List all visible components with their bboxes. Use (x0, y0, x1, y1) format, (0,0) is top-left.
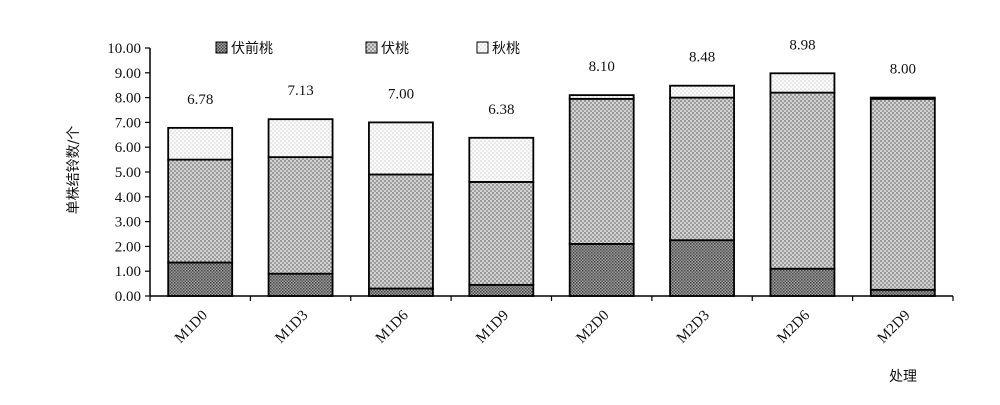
x-axis-title: 处理 (889, 369, 917, 385)
total-label: 7.13 (287, 83, 313, 99)
legend: 伏前桃 伏桃 秋桃 (215, 40, 520, 57)
bar-segment-summer (669, 96, 735, 242)
bar-segment-early (267, 272, 334, 297)
y-tick-label: 10.00 (107, 41, 141, 57)
bar-segment-early (368, 287, 434, 297)
y-tick-label: 0.00 (115, 289, 141, 305)
category-label: M1D6 (373, 307, 412, 346)
y-tick-label: 5.00 (115, 165, 141, 181)
legend-entry-series-1: 伏桃 (365, 41, 409, 57)
category-label: M2D6 (774, 307, 813, 346)
legend-label-series-2: 秋桃 (492, 41, 520, 57)
total-label: 8.98 (789, 37, 815, 53)
bar-segment-early (669, 239, 735, 297)
y-tick-label: 8.00 (115, 91, 141, 107)
bar-segment-summer (267, 156, 334, 275)
total-label: 8.48 (689, 50, 715, 66)
total-labels: 6.78 7.13 7.00 6.38 8.10 8.48 8.98 8.00 (187, 37, 916, 117)
bar-stack-M1D3 (267, 118, 334, 297)
legend-label-series-0: 伏前桃 (231, 40, 273, 57)
legend-entry-series-0: 伏前桃 (215, 40, 273, 57)
bars (167, 72, 936, 297)
y-axis: 0.00 1.00 2.00 3.00 4.00 5.00 6.00 7.00 8.00 9.00… (107, 41, 151, 305)
bar-stack-M2D0 (568, 94, 635, 297)
bar-segment-early (568, 243, 635, 297)
category-label: M1D0 (172, 308, 211, 347)
bar-segment-autumn (669, 84, 735, 99)
total-label: 7.00 (388, 86, 414, 102)
y-tick-label: 7.00 (115, 115, 141, 131)
y-tick-label: 9.00 (115, 66, 141, 82)
bar-stack-M2D6 (769, 72, 836, 297)
bar-segment-early (468, 283, 535, 297)
bar-segment-autumn (568, 94, 635, 100)
total-label: 6.78 (187, 92, 213, 108)
bar-stack-M2D9 (869, 96, 936, 297)
category-label: M1D3 (272, 308, 311, 347)
bar-stack-M2D3 (669, 84, 735, 297)
total-label: 8.10 (589, 59, 615, 75)
bar-stack-M1D0 (167, 126, 234, 297)
legend-swatch-series-1 (365, 41, 378, 54)
bar-segment-summer (468, 181, 535, 286)
category-label: M2D3 (674, 308, 713, 347)
total-label: 8.00 (890, 62, 916, 78)
bar-segment-summer (568, 97, 635, 245)
bar-segment-early (769, 267, 836, 297)
bar-segment-summer (869, 97, 936, 291)
legend-label-series-1: 伏桃 (381, 41, 409, 57)
bar-segment-autumn (167, 126, 234, 161)
bar-segment-autumn (267, 118, 334, 159)
category-label: M2D0 (574, 308, 613, 347)
total-label: 6.38 (488, 102, 514, 118)
y-axis-title: 单株结铃数/个 (66, 126, 82, 215)
y-tick-label: 2.00 (115, 239, 141, 255)
y-tick-label: 6.00 (115, 140, 141, 156)
bar-segment-summer (368, 173, 434, 290)
bar-segment-autumn (869, 96, 936, 100)
y-tick-label: 1.00 (115, 264, 141, 280)
legend-swatch-series-2 (476, 41, 489, 54)
bar-segment-autumn (769, 72, 836, 94)
y-tick-label: 3.00 (115, 215, 141, 231)
y-tick-label: 4.00 (115, 190, 141, 206)
legend-entry-series-2: 秋桃 (476, 41, 520, 57)
bar-segment-early (167, 261, 234, 297)
bar-segment-autumn (468, 136, 535, 183)
category-label: M1D9 (473, 308, 512, 347)
bar-stack-M1D9 (468, 136, 535, 297)
category-label: M2D9 (875, 308, 914, 347)
bar-segment-summer (769, 91, 836, 270)
category-labels: M1D0 M1D3 M1D6 M1D9 M2D0 M2D3 M2D6 M2D9 (172, 307, 914, 346)
legend-swatch-series-0 (215, 41, 228, 54)
bar-segment-autumn (368, 121, 434, 176)
bar-segment-summer (167, 158, 234, 264)
bar-stack-M1D6 (368, 121, 434, 297)
bar-segment-early (869, 288, 936, 297)
